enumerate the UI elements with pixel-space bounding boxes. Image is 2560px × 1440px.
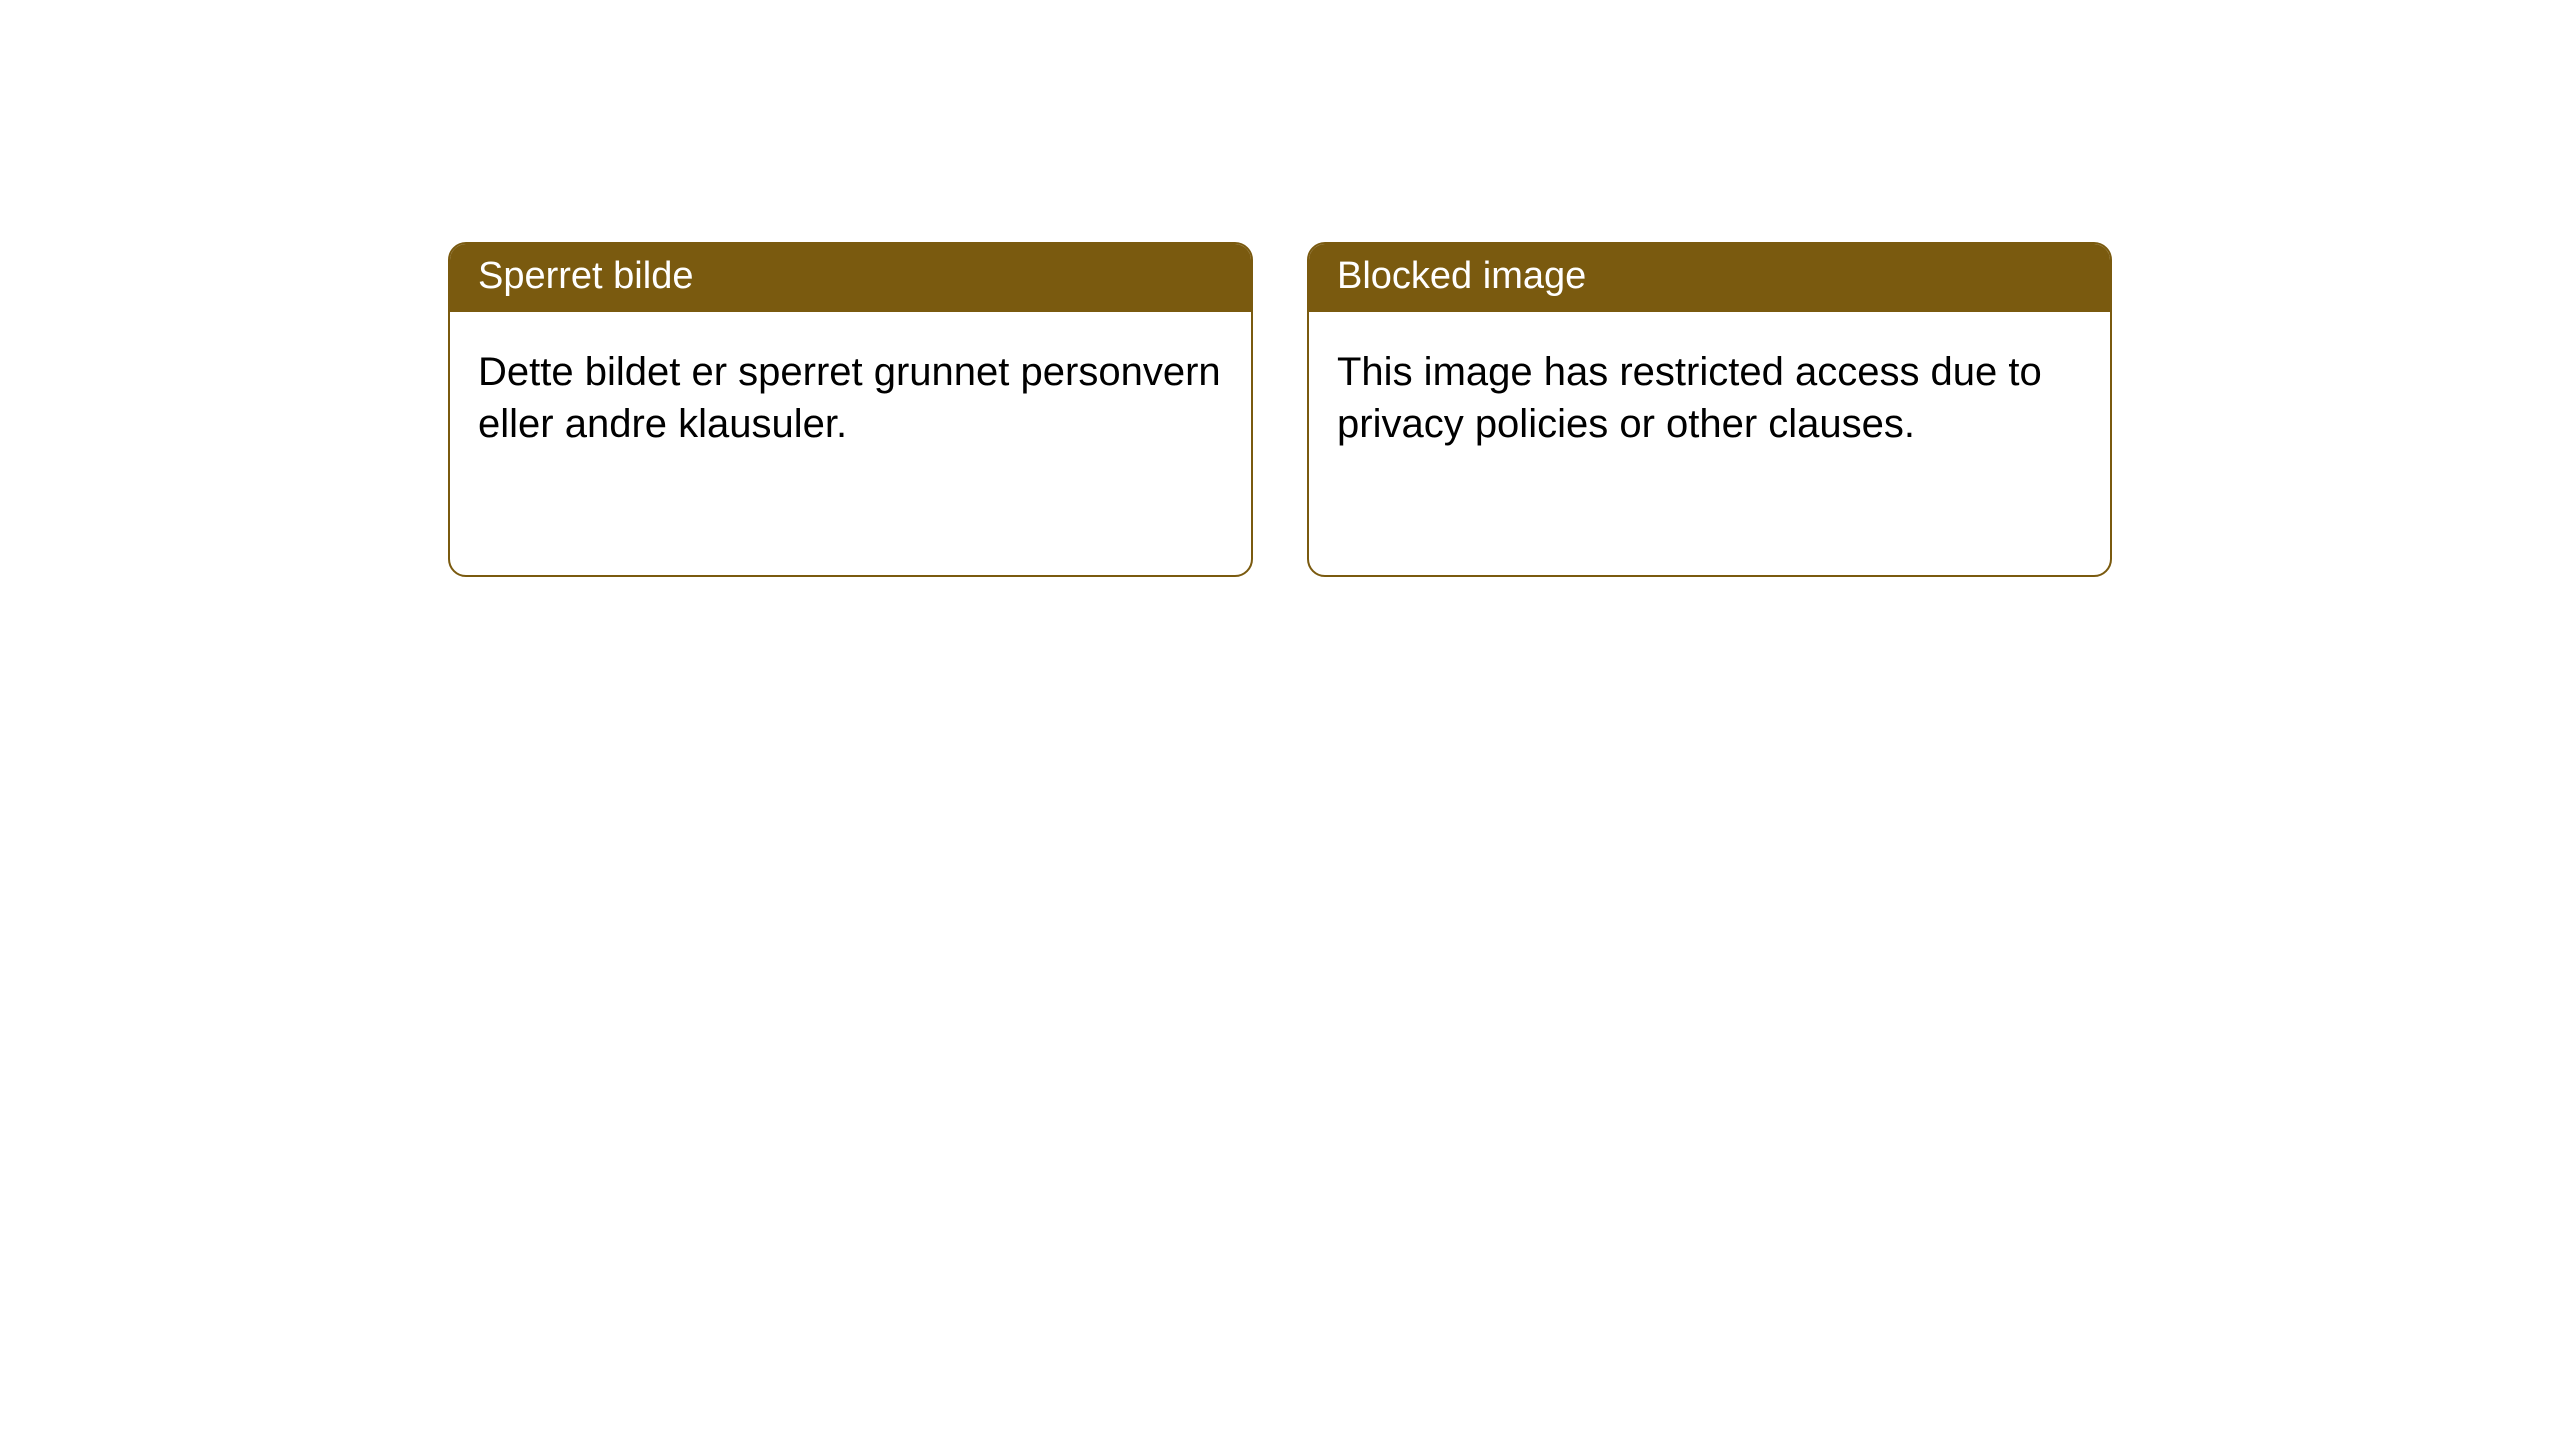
- notice-card-norwegian: Sperret bilde Dette bildet er sperret gr…: [448, 242, 1253, 577]
- notice-header: Blocked image: [1309, 244, 2110, 312]
- notice-header: Sperret bilde: [450, 244, 1251, 312]
- notice-card-english: Blocked image This image has restricted …: [1307, 242, 2112, 577]
- notice-body: Dette bildet er sperret grunnet personve…: [450, 312, 1251, 486]
- notice-body: This image has restricted access due to …: [1309, 312, 2110, 486]
- notice-container: Sperret bilde Dette bildet er sperret gr…: [0, 0, 2560, 577]
